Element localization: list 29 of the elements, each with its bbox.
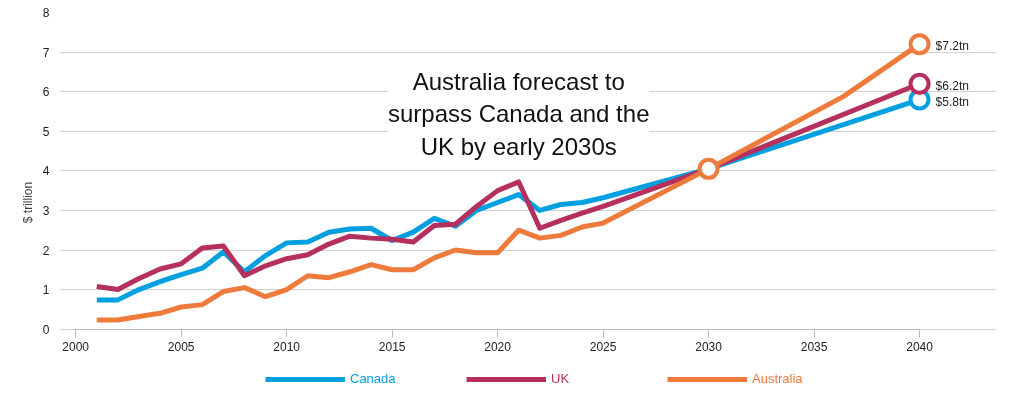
y-axis-title: $ trillion	[20, 181, 35, 224]
text: UK	[551, 371, 571, 386]
x-tick-label: 2015	[378, 340, 406, 355]
x-tick-label: 2000	[62, 340, 90, 355]
y-tick-label: 1	[42, 283, 50, 298]
data-label: $6.2tn	[935, 78, 969, 93]
x-tick-label: 2030	[695, 340, 723, 355]
y-tick-label: 8	[42, 6, 50, 20]
data-label: $7.2tn	[935, 39, 969, 54]
y-tick-label: 5	[42, 124, 50, 139]
annotation: Australia forecast to surpass Canada and the UK by early 2030s	[387, 67, 650, 160]
y-tick-label: 7	[42, 45, 50, 60]
text: Australia	[752, 371, 803, 386]
text: Canada	[350, 371, 396, 386]
x-tick-label: 2035	[800, 340, 828, 355]
y-tick-label: 4	[42, 164, 50, 179]
data-label: $5.8tn	[935, 94, 969, 109]
point	[697, 157, 720, 180]
point	[908, 72, 931, 95]
x-tick-label: 2025	[589, 340, 617, 355]
y-tick-label: 2	[42, 243, 50, 258]
y-tick-label: 0	[42, 322, 50, 337]
x-tick-label: 2005	[167, 340, 195, 355]
point	[908, 33, 931, 56]
y-tick-label: 3	[42, 203, 50, 218]
x-tick-label: 2010	[273, 340, 301, 355]
x-tick-label: 2020	[484, 340, 512, 355]
x-tick-label: 2040	[906, 340, 934, 355]
y-tick-label: 6	[42, 85, 50, 100]
